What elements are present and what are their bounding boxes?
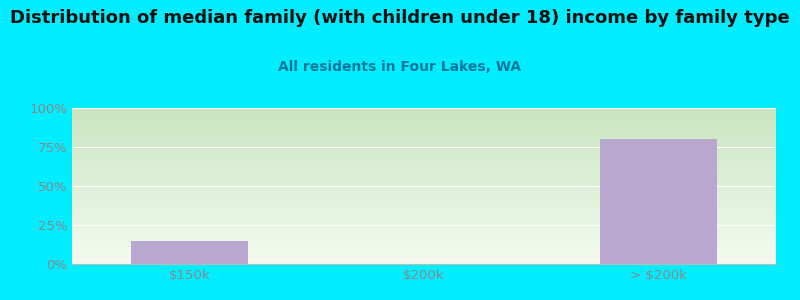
Bar — [130, 241, 248, 264]
Text: Distribution of median family (with children under 18) income by family type: Distribution of median family (with chil… — [10, 9, 790, 27]
Text: All residents in Four Lakes, WA: All residents in Four Lakes, WA — [278, 60, 522, 74]
Bar — [600, 139, 718, 264]
